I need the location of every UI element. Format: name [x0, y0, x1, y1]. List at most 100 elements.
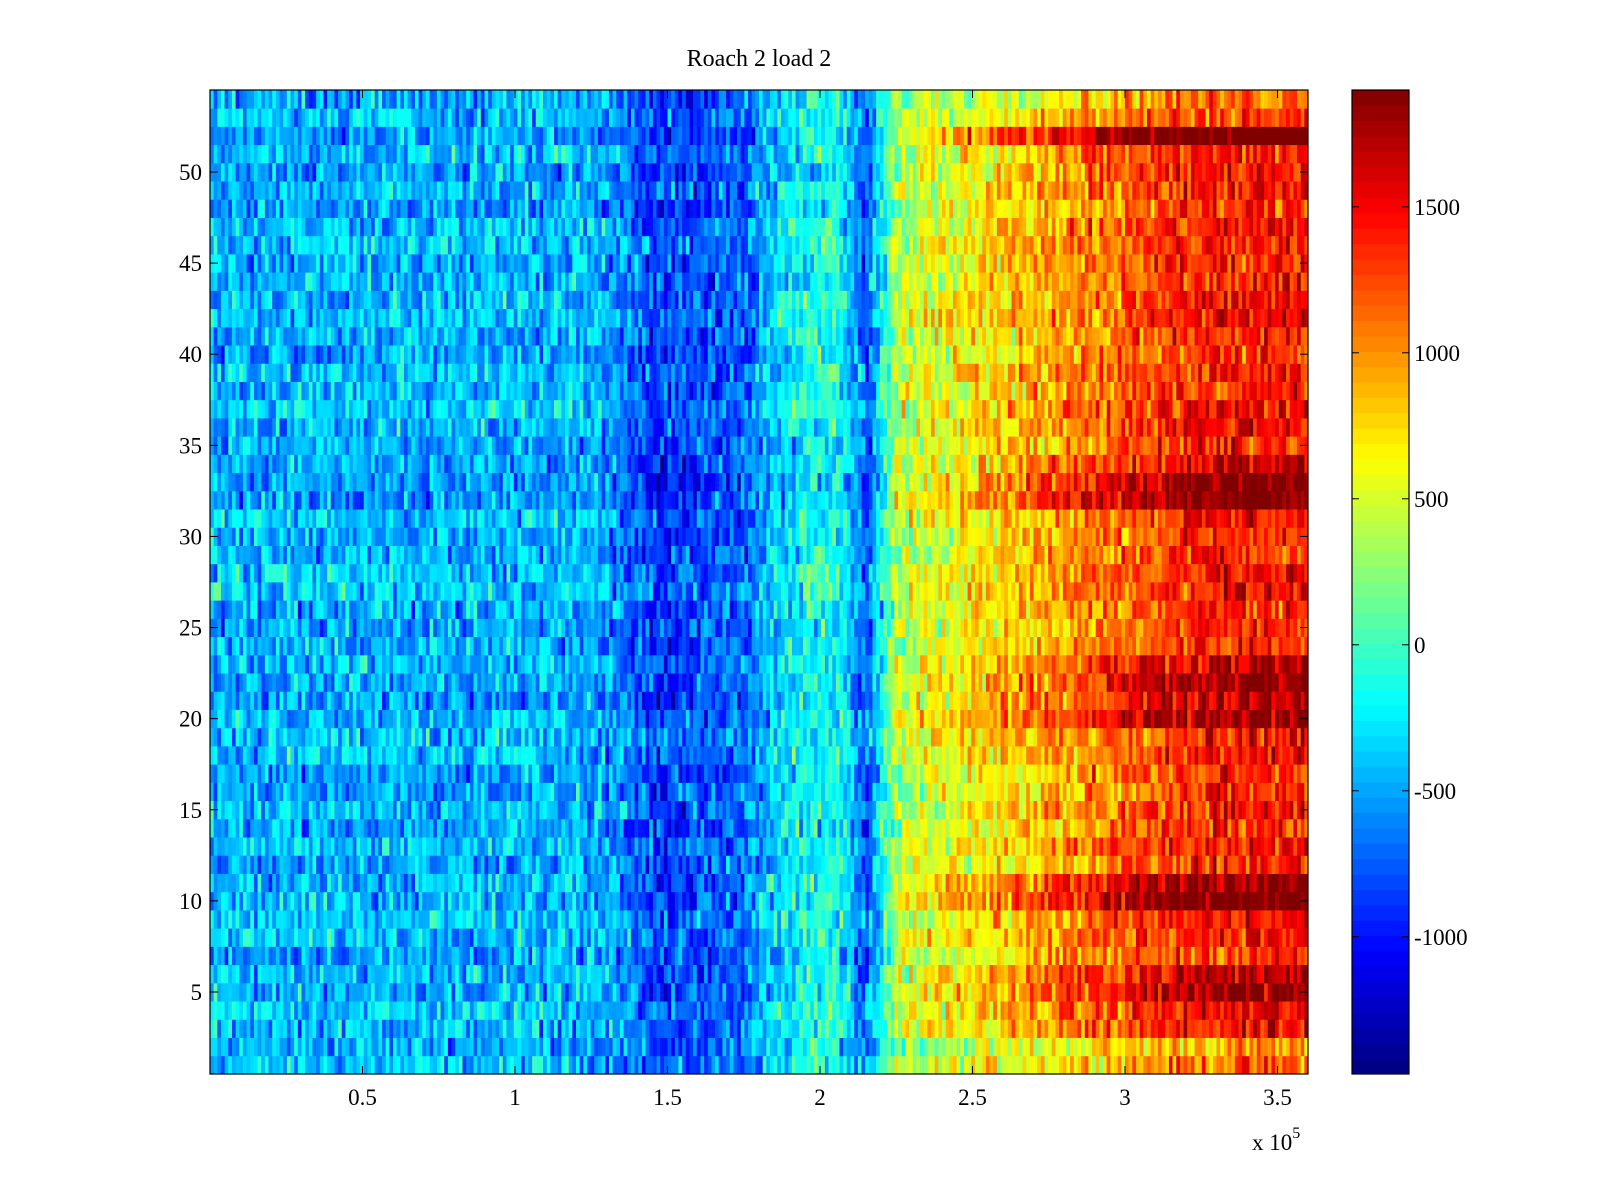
heatmap-cell	[996, 1019, 1001, 1038]
heatmap-cell	[264, 1055, 269, 1075]
heatmap-cell	[762, 855, 767, 874]
heatmap-cell	[857, 1019, 862, 1038]
heatmap-cell	[484, 1055, 489, 1075]
heatmap-cell	[601, 818, 606, 838]
heatmap-cell	[517, 928, 522, 947]
heatmap-cell	[1103, 1019, 1108, 1038]
heatmap-cell	[693, 928, 698, 947]
heatmap-cell	[1088, 982, 1093, 1002]
heatmap-cell	[345, 928, 350, 947]
heatmap-cell	[678, 782, 683, 802]
heatmap-cell	[744, 782, 749, 802]
heatmap-cell	[890, 1037, 895, 1057]
heatmap-cell	[810, 1037, 815, 1057]
heatmap-cell	[744, 1019, 749, 1038]
heatmap-cell	[623, 782, 628, 802]
heatmap-cell	[660, 982, 665, 1002]
heatmap-cell	[883, 910, 888, 929]
heatmap-cell	[1271, 1055, 1276, 1075]
heatmap-cell	[1103, 855, 1108, 874]
heatmap-cell	[568, 873, 573, 893]
heatmap-cell	[210, 837, 215, 856]
heatmap-cell	[290, 818, 295, 838]
heatmap-cell	[400, 928, 405, 947]
heatmap-cell	[963, 855, 969, 874]
heatmap-cell	[1029, 800, 1034, 820]
heatmap-cell	[349, 818, 354, 838]
heatmap-cell	[312, 891, 317, 911]
heatmap-cell	[1125, 782, 1130, 802]
heatmap-cell	[1154, 891, 1159, 911]
heatmap-cell	[338, 855, 343, 874]
heatmap-cell	[978, 1055, 983, 1075]
heatmap-cell	[1190, 891, 1195, 911]
heatmap-cell	[1048, 782, 1053, 802]
heatmap-cell	[927, 1037, 932, 1057]
heatmap-cell	[349, 800, 354, 820]
heatmap-cell	[865, 891, 870, 911]
heatmap-cell	[385, 928, 390, 947]
heatmap-cell	[1084, 855, 1089, 874]
heatmap-cell	[1179, 1055, 1184, 1075]
heatmap-cell	[799, 837, 804, 856]
heatmap-cell	[250, 1019, 255, 1038]
heatmap-cell	[356, 928, 361, 947]
heatmap-cell	[261, 928, 266, 947]
heatmap-cell	[1051, 891, 1056, 911]
heatmap-cell	[246, 800, 251, 820]
heatmap-cell	[1051, 818, 1056, 838]
heatmap-cell	[1176, 818, 1181, 838]
heatmap-cell	[224, 1019, 229, 1038]
heatmap-cell	[524, 1037, 529, 1057]
heatmap-cell	[1168, 910, 1173, 929]
heatmap-cell	[931, 982, 936, 1002]
heatmap-cell	[349, 1037, 354, 1057]
heatmap-cell	[319, 1001, 324, 1020]
heatmap-cell	[444, 891, 449, 911]
heatmap-cell	[722, 928, 727, 947]
heatmap-cell	[572, 891, 577, 911]
heatmap-cell	[931, 1001, 936, 1020]
heatmap-cell	[290, 891, 295, 911]
heatmap-cell	[608, 1037, 613, 1057]
heatmap-cell	[275, 891, 280, 911]
heatmap-cell	[1194, 818, 1199, 838]
heatmap-cell	[429, 818, 434, 838]
heatmap-cell	[1227, 873, 1232, 893]
heatmap-cell	[1289, 1037, 1294, 1057]
heatmap-cell	[945, 837, 950, 856]
heatmap-cell	[1201, 1055, 1206, 1075]
heatmap-cell	[843, 1037, 848, 1057]
heatmap-cell	[385, 782, 390, 802]
heatmap-cell	[1044, 964, 1049, 984]
heatmap-cell	[1275, 782, 1280, 802]
heatmap-cell	[345, 873, 350, 893]
heatmap-cell	[887, 982, 892, 1002]
heatmap-cell	[275, 873, 280, 893]
heatmap-cell	[466, 891, 471, 911]
heatmap-cell	[495, 800, 500, 820]
heatmap-cell	[579, 855, 584, 874]
heatmap-cell	[257, 818, 262, 838]
heatmap-cell	[414, 964, 420, 984]
heatmap-cell	[447, 1055, 452, 1075]
heatmap-cell	[1157, 982, 1162, 1002]
heatmap-cell	[228, 928, 233, 947]
heatmap-cell	[1172, 910, 1177, 929]
heatmap-cell	[1007, 891, 1012, 911]
heatmap-cell	[773, 800, 778, 820]
heatmap-cell	[627, 891, 632, 911]
heatmap-cell	[791, 1019, 796, 1038]
heatmap-cell	[477, 946, 482, 966]
heatmap-cell	[971, 837, 976, 856]
heatmap-cell	[1205, 818, 1210, 838]
heatmap-cell	[704, 800, 709, 820]
heatmap-cell	[934, 800, 939, 820]
heatmap-cell	[286, 1019, 291, 1038]
heatmap-cell	[608, 964, 613, 984]
heatmap-cell	[557, 1001, 562, 1020]
heatmap-cell	[737, 818, 742, 838]
heatmap-cell	[993, 910, 998, 929]
heatmap-cell	[934, 1001, 939, 1020]
heatmap-cell	[444, 964, 449, 984]
